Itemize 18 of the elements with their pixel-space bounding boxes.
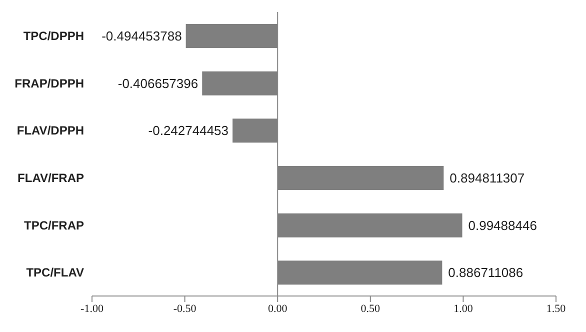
x-tick-label: -0.50 bbox=[173, 302, 197, 315]
data-label: -0.494453788 bbox=[102, 28, 182, 44]
y-tick-label: FLAV/DPPH bbox=[16, 124, 84, 138]
y-tick-label: TPC/FRAP bbox=[24, 218, 84, 232]
data-label: 0.894811307 bbox=[450, 170, 525, 186]
y-tick-label: FLAV/FRAP bbox=[18, 170, 84, 185]
y-tick-label: FRAP/DPPH bbox=[14, 76, 84, 90]
x-tick-label: -1.00 bbox=[80, 302, 104, 315]
y-tick-label: TPC/DPPH bbox=[23, 28, 84, 43]
data-label: 0.99488446 bbox=[468, 218, 537, 233]
x-tick-label: 0.00 bbox=[268, 302, 288, 315]
data-label: -0.242744453 bbox=[148, 123, 229, 138]
y-tick-label: TPC/FLAV bbox=[26, 266, 84, 280]
data-label: 0.886711086 bbox=[448, 265, 524, 280]
x-tick-label: 1.00 bbox=[454, 302, 474, 315]
x-tick-label: 1.50 bbox=[546, 302, 566, 315]
data-label: -0.406657396 bbox=[118, 76, 198, 91]
x-tick-label: 0.50 bbox=[360, 302, 381, 315]
